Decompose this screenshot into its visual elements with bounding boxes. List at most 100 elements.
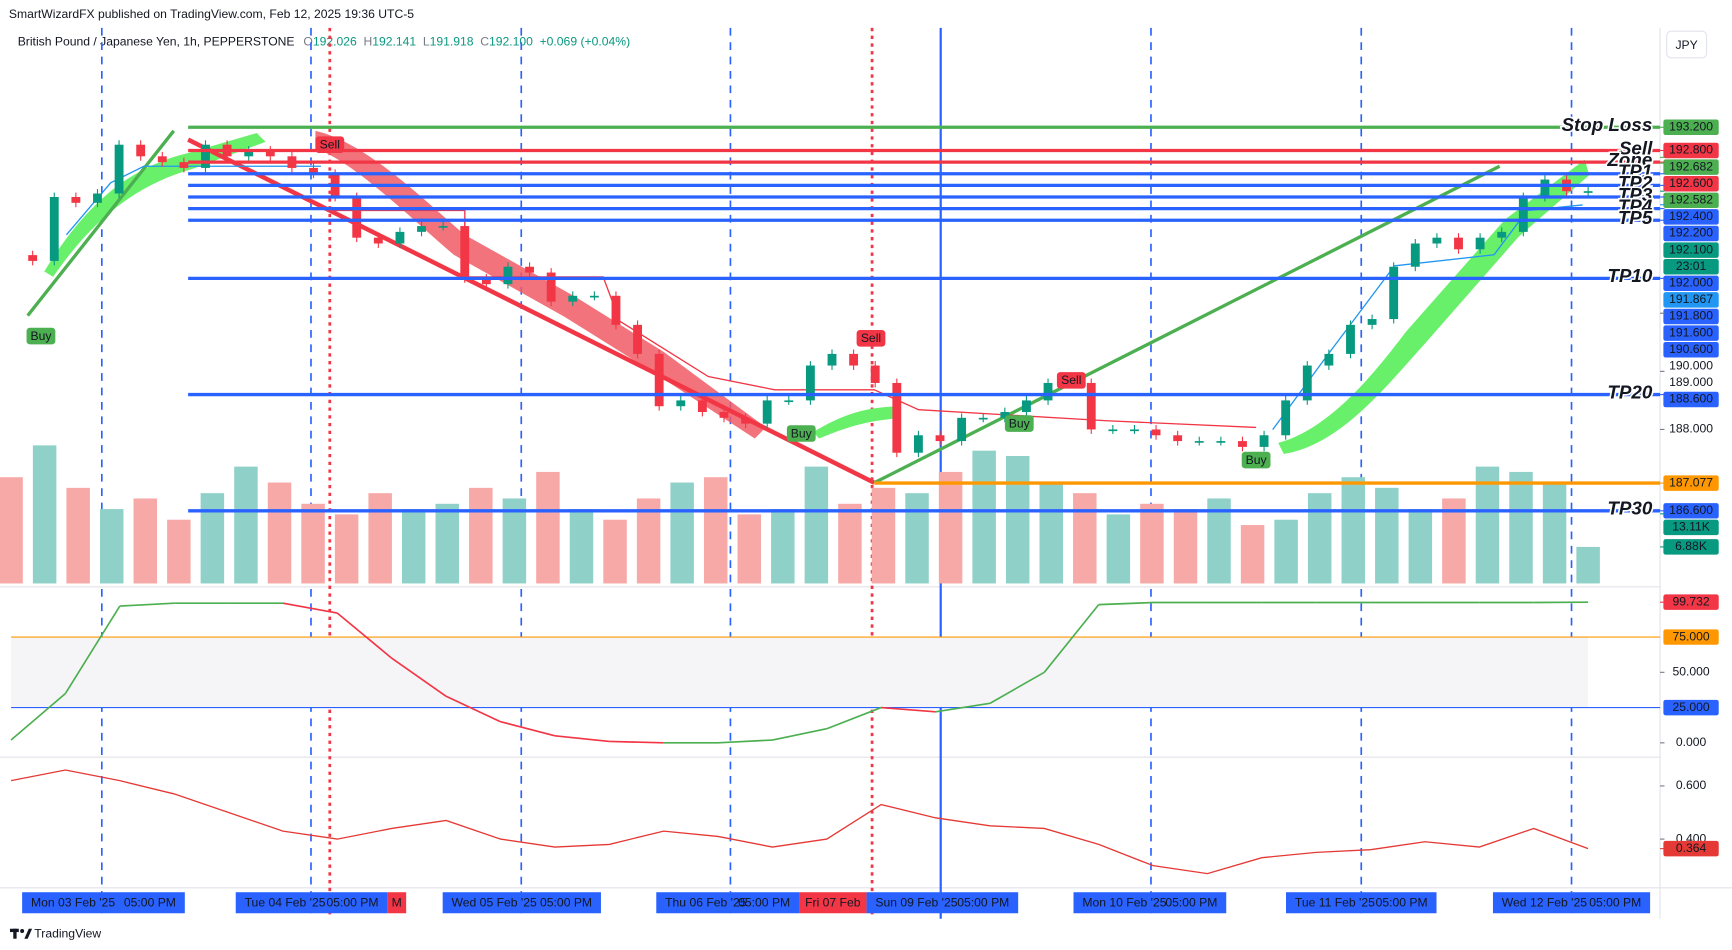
axis-label: 188.600 xyxy=(1669,392,1713,406)
time-label-bg xyxy=(799,892,867,914)
candle xyxy=(460,226,470,279)
axis-label: 192.800 xyxy=(1669,143,1713,157)
candle xyxy=(179,162,189,168)
time-label-date: Wed 05 Feb '25 xyxy=(452,896,537,910)
candle xyxy=(309,167,318,174)
time-label-date: Tue 11 Feb '25 xyxy=(1295,896,1375,910)
candle xyxy=(1518,197,1528,232)
volume-bar xyxy=(1442,498,1466,584)
logo xyxy=(24,928,33,939)
axis-label: 191.600 xyxy=(1669,325,1713,339)
volume-bar xyxy=(1509,471,1533,584)
volume-bar xyxy=(1240,525,1265,584)
candle xyxy=(1346,324,1355,354)
candle xyxy=(633,324,642,354)
osc-line xyxy=(989,671,1045,705)
volume-bar xyxy=(838,503,862,584)
candle xyxy=(1022,400,1031,413)
volume-bar xyxy=(1173,509,1198,584)
ohlc-key: C xyxy=(480,34,489,48)
ribbon-green xyxy=(44,133,266,277)
candle xyxy=(1497,231,1507,238)
osc-line xyxy=(282,602,338,614)
candle xyxy=(1324,353,1334,366)
axis-label: 187.077 xyxy=(1669,475,1713,489)
axis-label: 50.000 xyxy=(1672,665,1709,679)
volume-bar xyxy=(1576,546,1600,584)
candle xyxy=(1238,441,1247,447)
currency[interactable]: JPY xyxy=(1675,38,1697,52)
volume-bar xyxy=(1140,503,1164,584)
candle xyxy=(1389,266,1399,320)
candle xyxy=(1151,429,1161,436)
volume-bar xyxy=(1039,482,1064,584)
axis-label-bg xyxy=(1663,275,1719,292)
change: +0.069 (+0.04%) xyxy=(540,34,631,48)
candle xyxy=(352,197,362,238)
ohlc-value: 192.141 xyxy=(372,34,416,48)
axis-label-bg xyxy=(1663,594,1719,610)
candle xyxy=(870,365,880,383)
time-label-date: M xyxy=(392,896,402,910)
osc-line xyxy=(772,727,827,741)
axis-label: 13.11K xyxy=(1672,520,1710,534)
time-label-date: Mon 03 Feb '25 xyxy=(31,896,115,910)
osc-line xyxy=(64,605,121,694)
time-label-bg xyxy=(235,892,388,914)
symbol: British Pound / Japanese Yen, 1h, PEPPER… xyxy=(18,34,295,48)
volume-bar xyxy=(1375,487,1399,584)
candle xyxy=(1281,400,1291,436)
signal-label: Buy xyxy=(30,329,52,343)
axis-label-bg xyxy=(1663,503,1719,519)
stop-line xyxy=(65,165,321,236)
candle xyxy=(1130,429,1139,432)
volume-bar xyxy=(536,471,560,584)
volume-bar xyxy=(1005,455,1030,584)
osc-line xyxy=(826,706,882,730)
volume-bar xyxy=(1341,477,1365,584)
volume-bar xyxy=(670,482,694,584)
candle xyxy=(1302,365,1312,401)
axis-label-bg xyxy=(1663,242,1719,258)
volume-bar xyxy=(1274,519,1298,584)
time-label-time: 05:00 PM xyxy=(124,896,176,910)
candle xyxy=(136,144,146,157)
currency-button[interactable] xyxy=(1666,30,1708,59)
axis-label: 23:01 xyxy=(1676,259,1707,273)
level-label: Stop Loss xyxy=(1561,114,1652,135)
candle xyxy=(114,144,124,194)
axis-label-bg xyxy=(1663,292,1719,308)
candle xyxy=(741,417,751,424)
candle xyxy=(957,417,967,442)
axis-label-bg xyxy=(1663,699,1719,716)
signal-box xyxy=(315,136,345,153)
candle xyxy=(1540,179,1550,198)
signal-box xyxy=(786,425,816,442)
axis-label: 75.000 xyxy=(1672,629,1709,643)
volume-bar xyxy=(1542,482,1567,584)
volume-bar xyxy=(1207,498,1231,584)
axis-label: 192.000 xyxy=(1669,276,1713,290)
osc-band xyxy=(11,637,1589,708)
candle xyxy=(1043,382,1053,401)
osc-line xyxy=(1098,601,1154,606)
footer-logo xyxy=(9,928,33,939)
time-label-bg xyxy=(1285,892,1437,914)
logo xyxy=(13,928,17,939)
candle xyxy=(481,278,491,285)
volume-bar xyxy=(99,509,124,584)
axis-label: 189.000 xyxy=(1669,375,1713,389)
volume-bar xyxy=(435,503,460,584)
time-label-bg xyxy=(656,892,800,914)
volume-bar xyxy=(200,493,225,584)
volume-bar xyxy=(1307,493,1332,584)
time-label-bg xyxy=(866,892,1019,914)
candle xyxy=(1086,382,1096,430)
candle xyxy=(697,400,707,413)
axis-label-bg xyxy=(1663,840,1719,857)
candle xyxy=(503,266,513,285)
axis-label-bg xyxy=(1663,341,1719,358)
level-label: Zone xyxy=(1606,149,1652,170)
axis-label-bg xyxy=(1663,475,1719,491)
